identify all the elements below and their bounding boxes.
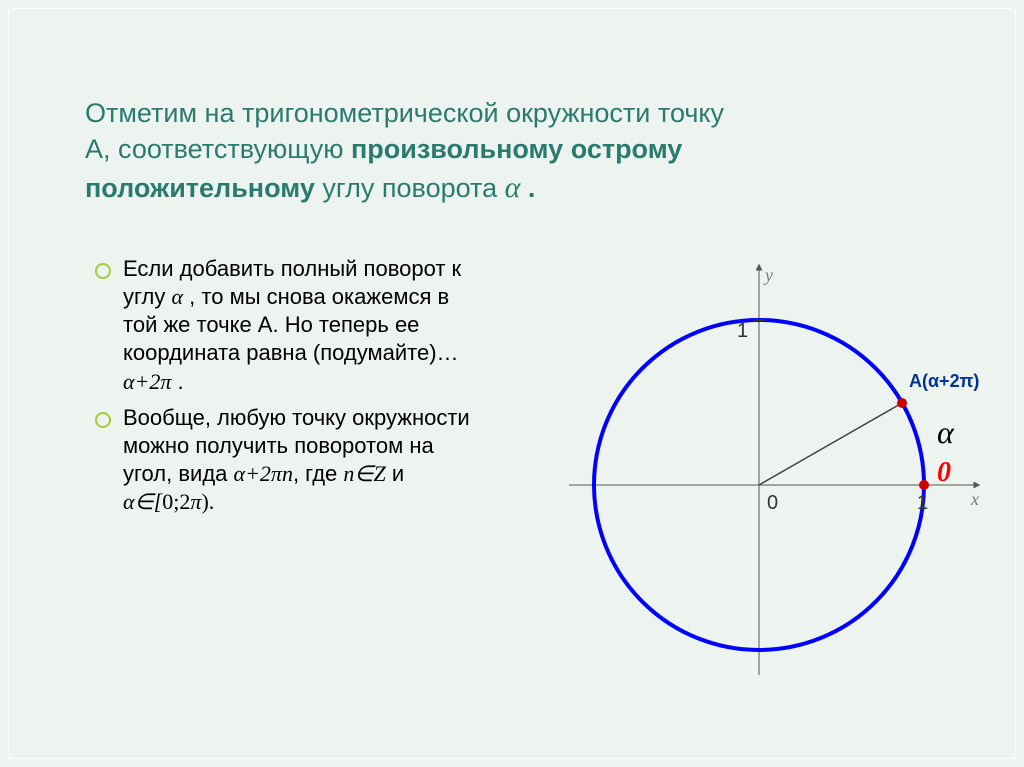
title-alpha: α xyxy=(505,171,521,204)
zero-red-label: 0 xyxy=(937,457,951,488)
bullet-2: Вообще, любую точку окружности можно пол… xyxy=(95,404,475,517)
point-A-label: А(α+2π) xyxy=(909,371,979,391)
slide-title: Отметим на тригонометрической окружности… xyxy=(85,95,959,208)
b1-text-c: . xyxy=(171,369,183,394)
y-axis-label: y xyxy=(763,265,773,285)
title-period: . xyxy=(520,173,535,203)
unit-circle-diagram: y x 1 1 0 А(α+2π) α 0 xyxy=(559,255,989,685)
title-line3-post: углу поворота xyxy=(315,173,505,203)
origin-label: 0 xyxy=(767,492,778,514)
b2-text-c: и xyxy=(386,461,404,486)
b2-n: n xyxy=(282,461,293,486)
title-line2-bold: произвольному острому xyxy=(351,134,682,164)
b2-alpha2: α∈[ xyxy=(123,489,162,514)
x-tick-label-1: 1 xyxy=(917,492,928,514)
x-axis-label: x xyxy=(970,489,979,509)
b2-d: 0;2 xyxy=(162,489,190,514)
b2-e: ). xyxy=(201,489,214,514)
title-line1: Отметим на тригонометрической окружности… xyxy=(85,98,724,128)
bullet-1: Если добавить полный поворот к углу α , … xyxy=(95,255,475,396)
radius-line xyxy=(759,403,902,485)
b1-expr: α+2π xyxy=(123,369,171,394)
body-text: Если добавить полный поворот к углу α , … xyxy=(95,255,475,524)
b1-alpha: α xyxy=(172,284,184,309)
title-line2a: А, соответствующую xyxy=(85,134,351,164)
point-zero xyxy=(919,480,929,490)
alpha-label: α xyxy=(937,414,955,450)
point-A xyxy=(897,398,907,408)
b2-text-b: , где xyxy=(293,461,343,486)
b2-nZ: n∈Z xyxy=(343,461,385,486)
y-tick-label-1: 1 xyxy=(737,320,748,342)
b2-expr1: α+2π xyxy=(234,461,282,486)
b2-pi: π xyxy=(190,489,201,514)
title-line3-bold: положительному xyxy=(85,173,315,203)
